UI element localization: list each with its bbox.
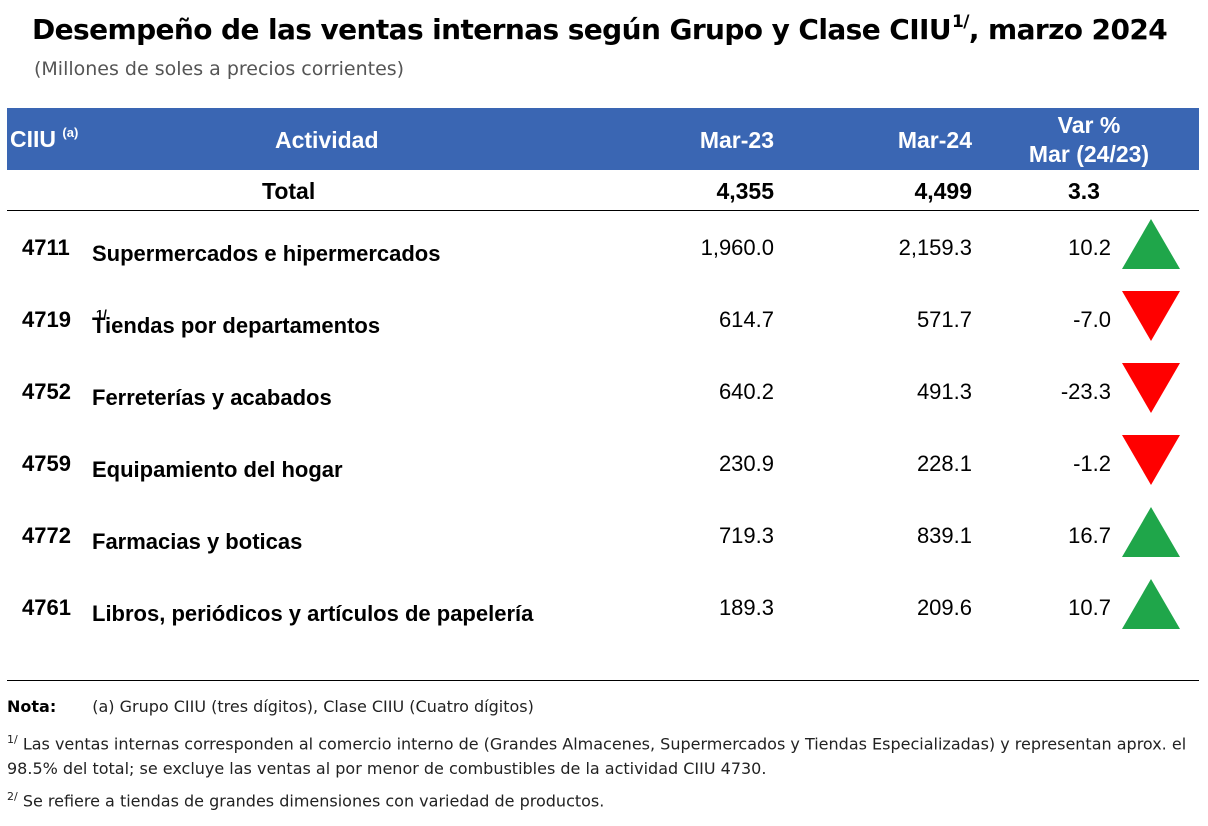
- note-1-text: Las ventas internas corresponden al come…: [7, 734, 1187, 779]
- table-row: 4719 Tiendas por departamentos 1/614.7 571.…: [0, 291, 1208, 341]
- page-title: Desempeño de las ventas internas según G…: [32, 12, 1168, 46]
- note-2-text: Se refiere a tiendas de grandes dimensio…: [22, 791, 605, 811]
- divider: [7, 680, 1199, 681]
- row-mar23: 1,960.0: [700, 235, 774, 260]
- header-var: Var % Mar (24/23): [1009, 111, 1169, 169]
- row-activity: Tiendas por departamentos 1/: [92, 307, 380, 338]
- triangle-down-icon: [1122, 435, 1180, 485]
- row-var: 16.7: [1068, 523, 1111, 548]
- total-var: 3.3: [1068, 178, 1100, 204]
- title-suffix: , marzo 2024: [968, 13, 1168, 46]
- title-text: Desempeño de las ventas internas según G…: [32, 13, 952, 46]
- row-activity-text: Tiendas por departamentos: [92, 313, 381, 338]
- total-mar24: 4,499: [914, 178, 972, 204]
- row-mar23: 614.7: [718, 307, 774, 332]
- triangle-down-icon: [1122, 363, 1180, 413]
- row-activity-text: Equipamiento del hogar: [92, 457, 343, 482]
- header-ciiu-sup: (a): [62, 125, 79, 140]
- row-var: -7.0: [1073, 307, 1111, 332]
- row-code: 4759: [22, 451, 71, 476]
- row-mar24: 2,159.3: [898, 235, 972, 260]
- table-row: 4772 Farmacias y boticas 719.3 839.1 16.7: [0, 507, 1208, 557]
- table-row: 4759 Equipamiento del hogar 230.9 228.1 -1.2: [0, 435, 1208, 485]
- divider: [7, 210, 1199, 211]
- title-footnote-mark: 1/: [951, 12, 969, 32]
- triangle-up-icon: [1122, 579, 1180, 629]
- page-subtitle: (Millones de soles a precios corrientes): [34, 58, 405, 80]
- table-row: 4761 Libros, periódicos y artículos de pa…: [0, 579, 1208, 629]
- triangle-up-icon: [1122, 219, 1180, 269]
- row-var: -1.2: [1073, 451, 1111, 476]
- header-mar23: Mar-23: [699, 127, 774, 153]
- table-row: 4711 Supermercados e hipermercados 1,960.0…: [0, 219, 1208, 269]
- row-var: 10.2: [1068, 235, 1111, 260]
- row-activity-text: Supermercados e hipermercados: [92, 241, 441, 266]
- header-ciiu: CIIU (a): [10, 125, 78, 153]
- row-mar24: 491.3: [916, 379, 972, 404]
- row-var: 10.7: [1068, 595, 1111, 620]
- header-var-line2: Mar (24/23): [1028, 141, 1150, 167]
- row-footnote-mark: 1/: [96, 307, 107, 322]
- total-mar23: 4,355: [716, 178, 774, 204]
- note-1-mark: 1/: [7, 733, 18, 746]
- note-a: Nota: (a) Grupo CIIU (tres dígitos), Clas…: [7, 697, 534, 716]
- note-label: Nota:: [7, 697, 57, 716]
- header-mar24: Mar-24: [897, 127, 972, 153]
- triangle-up-icon: [1122, 507, 1180, 557]
- row-code: 4772: [22, 523, 71, 548]
- row-activity-text: Libros, periódicos y artículos de papele…: [92, 601, 534, 626]
- row-mar23: 189.3: [718, 595, 774, 620]
- row-code: 4719: [22, 307, 71, 332]
- row-mar24: 839.1: [916, 523, 972, 548]
- row-mar23: 719.3: [718, 523, 774, 548]
- header-actividad: Actividad: [275, 127, 379, 153]
- row-code: 4761: [22, 595, 71, 620]
- table-row: 4752 Ferreterías y acabados 640.2 491.3 -23.…: [0, 363, 1208, 413]
- row-mar24: 228.1: [916, 451, 972, 476]
- triangle-down-icon: [1122, 291, 1180, 341]
- row-activity-text: Ferreterías y acabados: [92, 385, 332, 410]
- table-header: CIIU (a) Actividad Mar-23 Mar-24 Var % Ma…: [7, 108, 1199, 170]
- row-mar24: 571.7: [916, 307, 972, 332]
- row-mar23: 230.9: [718, 451, 774, 476]
- row-mar23: 640.2: [718, 379, 774, 404]
- note-2: 2/ Se refiere a tiendas de grandes dimen…: [7, 790, 604, 810]
- row-activity-text: Farmacias y boticas: [92, 529, 303, 554]
- row-var: -23.3: [1060, 379, 1111, 404]
- note-a-text: (a) Grupo CIIU (tres dígitos), Clase CII…: [92, 697, 534, 716]
- total-label: Total: [262, 178, 316, 204]
- note-1: 1/ Las ventas internas corresponden al c…: [7, 727, 1192, 781]
- row-mar24: 209.6: [916, 595, 972, 620]
- header-var-line1: Var %: [1057, 112, 1121, 138]
- row-code: 4711: [22, 235, 70, 260]
- header-ciiu-label: CIIU: [10, 126, 56, 152]
- note-2-mark: 2/: [7, 790, 18, 803]
- row-code: 4752: [22, 379, 71, 404]
